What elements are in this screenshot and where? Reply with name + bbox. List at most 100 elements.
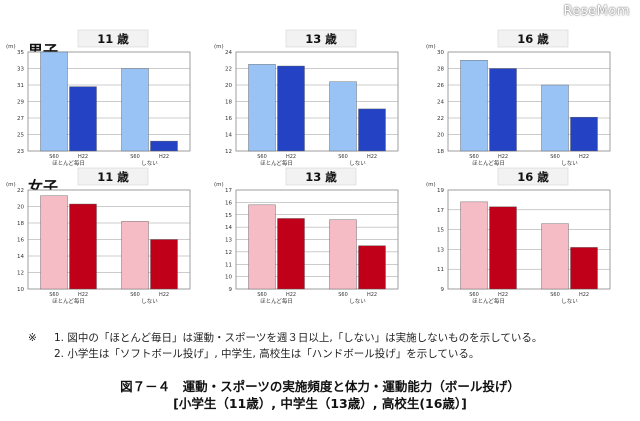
bar-s60 — [248, 64, 276, 152]
y-tick-label: 12 — [225, 250, 232, 256]
series-label: H22 — [498, 292, 508, 298]
note-mark: ※ — [28, 332, 37, 344]
y-tick-label: 28 — [437, 67, 444, 73]
y-tick-label: 11 — [225, 262, 232, 268]
y-tick-label: 12 — [225, 149, 232, 155]
y-unit-label: (m) — [214, 44, 224, 50]
chart-title-box — [285, 167, 357, 186]
bar-s60 — [40, 195, 68, 290]
series-label: S60 — [257, 292, 267, 298]
series-label: H22 — [78, 154, 88, 160]
bar-s60 — [460, 60, 488, 152]
bar-s60 — [40, 51, 68, 152]
bar-h22 — [358, 108, 386, 152]
y-tick-label: 10 — [225, 275, 232, 281]
series-label: S60 — [257, 154, 267, 160]
bar-h22 — [150, 140, 178, 152]
series-label: S60 — [49, 154, 59, 160]
category-label: しない — [561, 298, 578, 305]
bar-s60 — [329, 219, 357, 290]
resemom-watermark: ReseMom — [563, 4, 630, 19]
y-tick-label: 24 — [437, 100, 444, 106]
category-label: ほとんど毎日 — [52, 159, 85, 167]
y-tick-label: 14 — [17, 254, 24, 260]
y-tick-label: 14 — [225, 133, 232, 139]
footnotes: ※ 1. 図中の「ほとんど毎日」は運動・スポーツを週３日以上,「しない」は実施し… — [28, 330, 628, 362]
bar-h22 — [358, 245, 386, 290]
y-tick-label: 24 — [225, 50, 232, 56]
category-label: ほとんど毎日 — [260, 297, 293, 305]
y-tick-label: 12 — [17, 271, 24, 277]
chart-title: 11 歳 — [97, 170, 129, 184]
category-label: ほとんど毎日 — [52, 297, 85, 305]
y-tick-label: 18 — [437, 149, 444, 155]
y-tick-label: 13 — [225, 238, 232, 244]
y-tick-label: 16 — [225, 200, 232, 206]
series-label: H22 — [498, 154, 508, 160]
series-label: S60 — [550, 292, 560, 298]
caption-line-1: 図７－４ 運動・スポーツの実施頻度と体力・運動能力（ボール投げ） — [120, 379, 520, 394]
y-tick-label: 14 — [225, 225, 232, 231]
series-label: H22 — [367, 292, 377, 298]
series-label: S60 — [130, 154, 140, 160]
y-tick-label: 25 — [17, 133, 24, 139]
series-label: H22 — [579, 154, 589, 160]
series-label: S60 — [130, 292, 140, 298]
y-tick-label: 23 — [17, 149, 24, 155]
y-unit-label: (m) — [6, 44, 16, 50]
bar-h22 — [277, 218, 305, 290]
y-tick-label: 20 — [17, 205, 24, 211]
bar-h22 — [69, 203, 97, 290]
chart-title: 16 歳 — [517, 32, 549, 46]
y-tick-label: 22 — [437, 116, 444, 122]
bar-h22 — [489, 68, 517, 152]
y-unit-label: (m) — [426, 44, 436, 50]
category-label: しない — [141, 298, 158, 305]
bar-s60 — [460, 201, 488, 290]
category-label: ほとんど毎日 — [472, 297, 505, 305]
chart-title-box — [497, 29, 569, 48]
y-tick-label: 10 — [17, 287, 24, 293]
category-label: しない — [349, 160, 366, 167]
y-tick-label: 30 — [437, 50, 444, 56]
series-label: H22 — [286, 292, 296, 298]
series-label: H22 — [286, 154, 296, 160]
chart-title: 13 歳 — [305, 32, 337, 46]
y-tick-label: 18 — [225, 100, 232, 106]
category-label: しない — [141, 160, 158, 167]
y-tick-label: 17 — [437, 208, 444, 214]
bar-s60 — [329, 81, 357, 152]
chart-title-box — [285, 29, 357, 48]
bar-h22 — [570, 116, 598, 152]
bar-s60 — [121, 221, 149, 290]
category-label: ほとんど毎日 — [472, 159, 505, 167]
category-label: しない — [561, 160, 578, 167]
series-label: H22 — [367, 154, 377, 160]
series-label: H22 — [159, 292, 169, 298]
series-label: S60 — [49, 292, 59, 298]
chart-title: 16 歳 — [517, 170, 549, 184]
y-tick-label: 33 — [17, 67, 24, 73]
y-unit-label: (m) — [214, 182, 224, 188]
y-unit-label: (m) — [426, 182, 436, 188]
y-tick-label: 22 — [225, 67, 232, 73]
y-tick-label: 9 — [229, 287, 233, 293]
y-tick-label: 26 — [437, 83, 444, 89]
series-label: H22 — [579, 292, 589, 298]
series-label: S60 — [550, 154, 560, 160]
bar-h22 — [570, 247, 598, 290]
y-tick-label: 29 — [17, 100, 24, 106]
chart-title: 11 歳 — [97, 32, 129, 46]
series-label: S60 — [469, 292, 479, 298]
chart-title: 13 歳 — [305, 170, 337, 184]
bar-s60 — [541, 84, 569, 152]
bar-s60 — [248, 204, 276, 290]
chart-title-box — [77, 29, 149, 48]
y-tick-label: 19 — [437, 188, 444, 194]
y-tick-label: 20 — [437, 133, 444, 139]
y-tick-label: 17 — [225, 188, 232, 194]
